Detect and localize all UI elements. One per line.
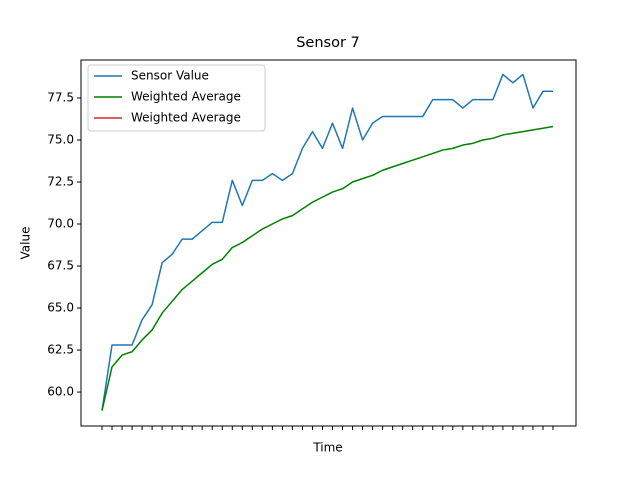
- legend-label: Weighted Average: [131, 111, 241, 125]
- legend-box: [87, 64, 266, 132]
- series-line: [101, 125, 554, 411]
- y-axis-label: Value: [19, 227, 33, 260]
- y-tick-label: 67.5: [47, 259, 74, 273]
- y-tick-label: 75.0: [47, 132, 74, 146]
- y-tick-label: 77.5: [47, 90, 74, 104]
- legend-label: Weighted Average: [131, 90, 241, 104]
- y-tick-label: 62.5: [47, 343, 74, 357]
- y-tick-label: 60.0: [47, 385, 74, 399]
- series-line: [101, 73, 553, 411]
- plot-frame: [80, 59, 577, 427]
- chart-title: Sensor 7: [296, 35, 360, 51]
- y-tick-label: 70.0: [47, 217, 74, 231]
- x-axis-label: Time: [312, 441, 342, 455]
- y-tick-label: 72.5: [47, 175, 74, 189]
- legend-label: Sensor Value: [131, 69, 209, 83]
- y-tick-label: 65.0: [47, 301, 74, 315]
